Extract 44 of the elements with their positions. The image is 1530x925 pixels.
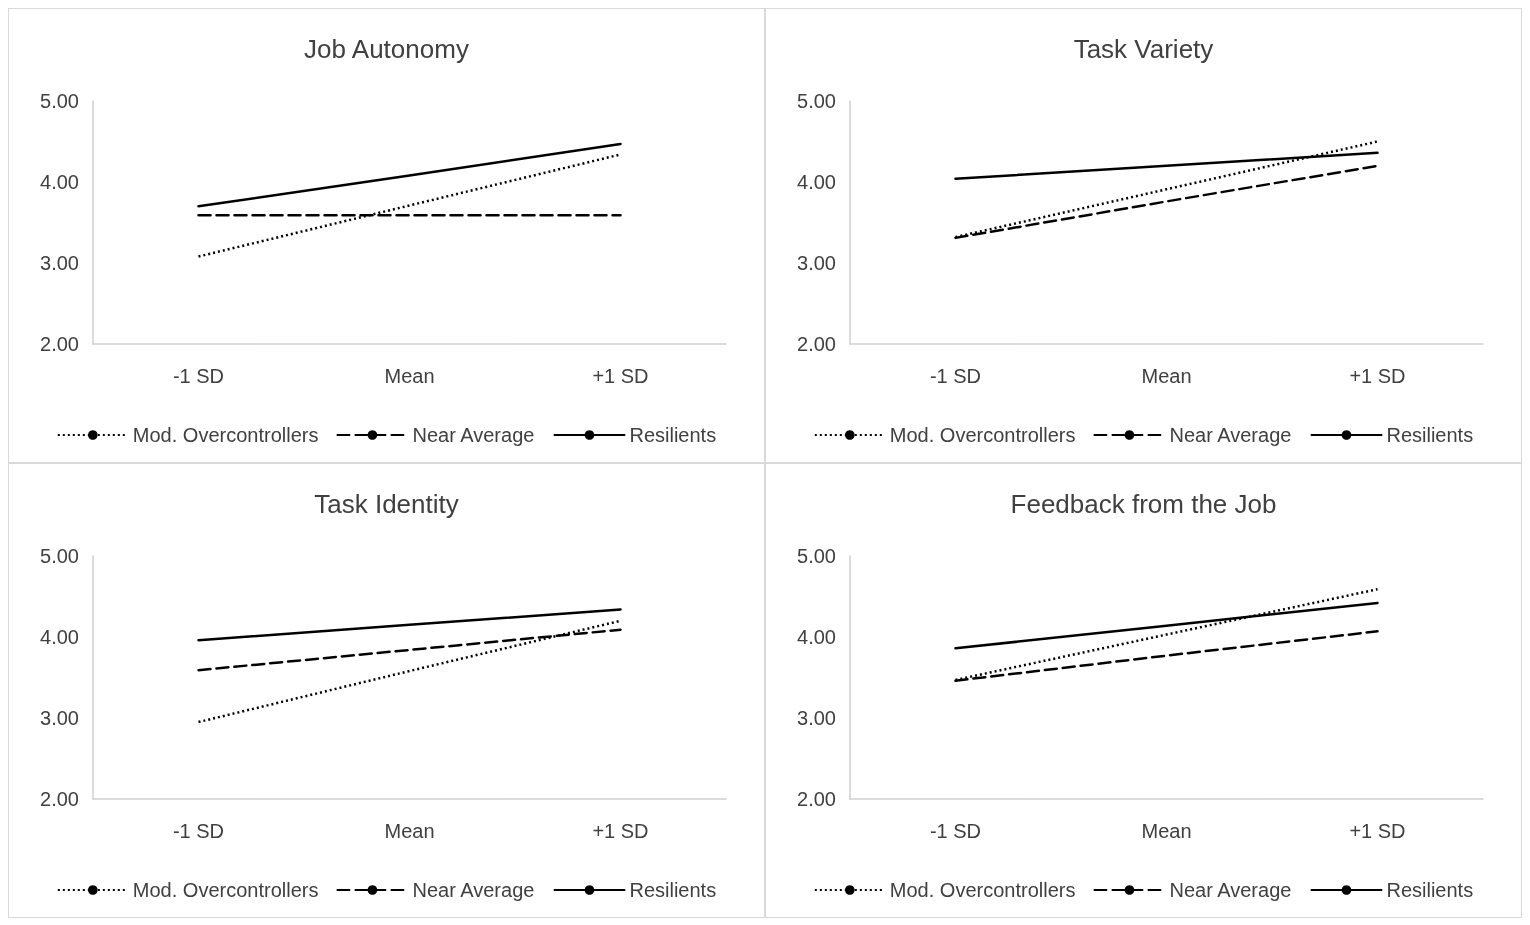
y-tick-label: 3.00: [40, 707, 79, 729]
y-tick-label: 3.00: [40, 252, 79, 274]
chart-title: Feedback from the Job: [1010, 489, 1277, 519]
y-tick-label: 4.00: [40, 626, 79, 648]
legend-label: Mod. Overcontrollers: [889, 424, 1076, 446]
y-tick-label: 5.00: [797, 545, 836, 567]
x-tick-label: Mean: [1141, 820, 1192, 842]
chart-title: Task Variety: [1073, 34, 1214, 64]
x-tick-label: Mean: [384, 365, 435, 387]
x-tick-label: -1 SD: [172, 820, 225, 842]
y-tick-label: 4.00: [797, 171, 836, 193]
x-tick-label: -1 SD: [929, 365, 982, 387]
y-tick-label: 2.00: [797, 788, 836, 810]
y-tick-label: 3.00: [797, 707, 836, 729]
chart-title: Task Identity: [314, 489, 459, 519]
y-tick-label: 2.00: [797, 333, 836, 355]
legend-label: Resilients: [629, 879, 717, 901]
y-tick-label: 4.00: [40, 171, 79, 193]
y-tick-label: 3.00: [797, 252, 836, 274]
legend-label: Mod. Overcontrollers: [889, 879, 1076, 901]
y-tick-label: 5.00: [40, 545, 79, 567]
legend-label: Resilients: [1386, 424, 1474, 446]
legend-label: Near Average: [1169, 424, 1292, 446]
x-tick-label: Mean: [384, 820, 435, 842]
legend-label: Mod. Overcontrollers: [132, 424, 319, 446]
x-tick-label: +1 SD: [592, 820, 649, 842]
y-tick-label: 2.00: [40, 333, 79, 355]
x-tick-label: Mean: [1141, 365, 1192, 387]
y-tick-label: 5.00: [40, 90, 79, 112]
y-tick-label: 4.00: [797, 626, 836, 648]
x-tick-label: -1 SD: [929, 820, 982, 842]
legend-label: Near Average: [412, 424, 535, 446]
legend-label: Mod. Overcontrollers: [132, 879, 319, 901]
x-tick-label: +1 SD: [1349, 820, 1406, 842]
legend-label: Near Average: [1169, 879, 1292, 901]
legend-label: Resilients: [629, 424, 717, 446]
legend-label: Resilients: [1386, 879, 1474, 901]
x-tick-label: +1 SD: [592, 365, 649, 387]
chart-title: Job Autonomy: [304, 34, 469, 64]
y-tick-label: 2.00: [40, 788, 79, 810]
x-tick-label: -1 SD: [172, 365, 225, 387]
x-tick-label: +1 SD: [1349, 365, 1406, 387]
legend-label: Near Average: [412, 879, 535, 901]
y-tick-label: 5.00: [797, 90, 836, 112]
